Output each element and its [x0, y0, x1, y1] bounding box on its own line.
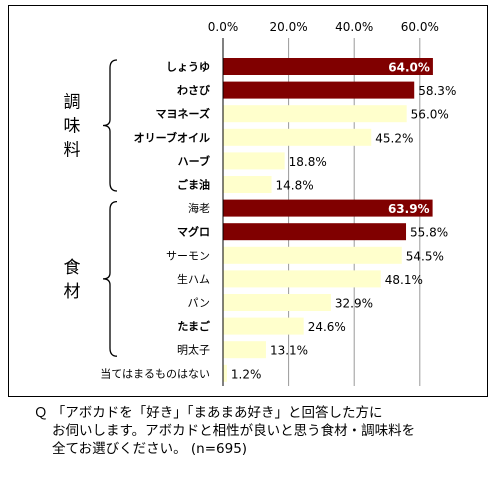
category-label: 海老: [188, 201, 210, 215]
value-label: 54.5%: [406, 249, 444, 263]
bar: [223, 152, 285, 170]
x-tick-label: 60.0%: [401, 20, 439, 34]
bar: [223, 341, 266, 359]
value-label: 58.3%: [418, 84, 456, 98]
category-label: 当てはまるものはない: [100, 366, 210, 380]
value-label: 63.9%: [388, 202, 430, 216]
value-label: 55.8%: [410, 226, 448, 240]
value-label: 56.0%: [411, 108, 449, 122]
value-label: 32.9%: [335, 297, 373, 311]
bar: [223, 81, 415, 99]
group-label-char: 材: [64, 282, 81, 302]
bar: [223, 58, 433, 75]
bar: [223, 105, 407, 123]
category-label: ハーブ: [178, 154, 210, 168]
x-tick-label: 20.0%: [270, 20, 308, 34]
bar: [223, 364, 227, 382]
bar: [223, 176, 272, 193]
group-brace: [102, 59, 118, 192]
category-label: パン: [187, 297, 210, 310]
category-label: オリーブオイル: [134, 130, 210, 144]
x-tick-label: 0.0%: [208, 20, 239, 34]
value-label: 48.1%: [385, 273, 423, 287]
category-label: マグロ: [177, 225, 210, 239]
bar: [223, 246, 402, 264]
value-label: 64.0%: [388, 61, 430, 75]
bar: [223, 199, 433, 217]
category-label: しょうゆ: [166, 61, 210, 74]
chart-frame: 0.0% 20.0% 40.0% 60.0% しょうゆ 64.0% わさび 58.3% マヨネー…: [8, 5, 488, 397]
value-label: 13.1%: [270, 344, 308, 358]
group-label-char: 調: [64, 93, 81, 113]
bar: [223, 294, 331, 311]
group-brace: [102, 200, 118, 357]
bar: [223, 270, 381, 288]
question-line-1: Ｑ 「アボカドを「好き」「まあまあ好き」と回答した方に: [34, 405, 383, 421]
category-label: たまご: [177, 319, 211, 333]
group-label-char: 料: [64, 141, 81, 161]
category-label: わさび: [177, 83, 211, 97]
question-text: Ｑ 「アボカドを「好き」「まあまあ好き」と回答した方に お伺いします。アボカドと…: [34, 404, 494, 458]
bar: [223, 317, 304, 335]
question-line-2: お伺いします。アボカドと相性が良いと思う食材・調味料を: [52, 423, 416, 439]
category-label: マヨネーズ: [156, 107, 210, 121]
value-label: 45.2%: [375, 131, 413, 145]
x-tick-label: 40.0%: [335, 20, 373, 34]
value-label: 14.8%: [276, 179, 314, 193]
bar: [223, 223, 407, 241]
value-label: 24.6%: [308, 320, 346, 334]
question-line-3: 全てお選びください。 (n=695): [52, 441, 248, 457]
category-label: 明太子: [177, 344, 210, 357]
value-label: 1.2%: [231, 367, 262, 381]
value-label: 18.8%: [289, 155, 327, 169]
category-label: ごま油: [177, 178, 210, 192]
category-label: サーモン: [166, 249, 210, 262]
bar: [223, 128, 372, 146]
group-label-char: 食: [64, 258, 81, 278]
category-label: 生ハム: [177, 272, 210, 286]
group-label-char: 味: [64, 117, 81, 137]
bar-chart: 0.0% 20.0% 40.0% 60.0% しょうゆ 64.0% わさび 58.3% マヨネー…: [64, 20, 456, 386]
